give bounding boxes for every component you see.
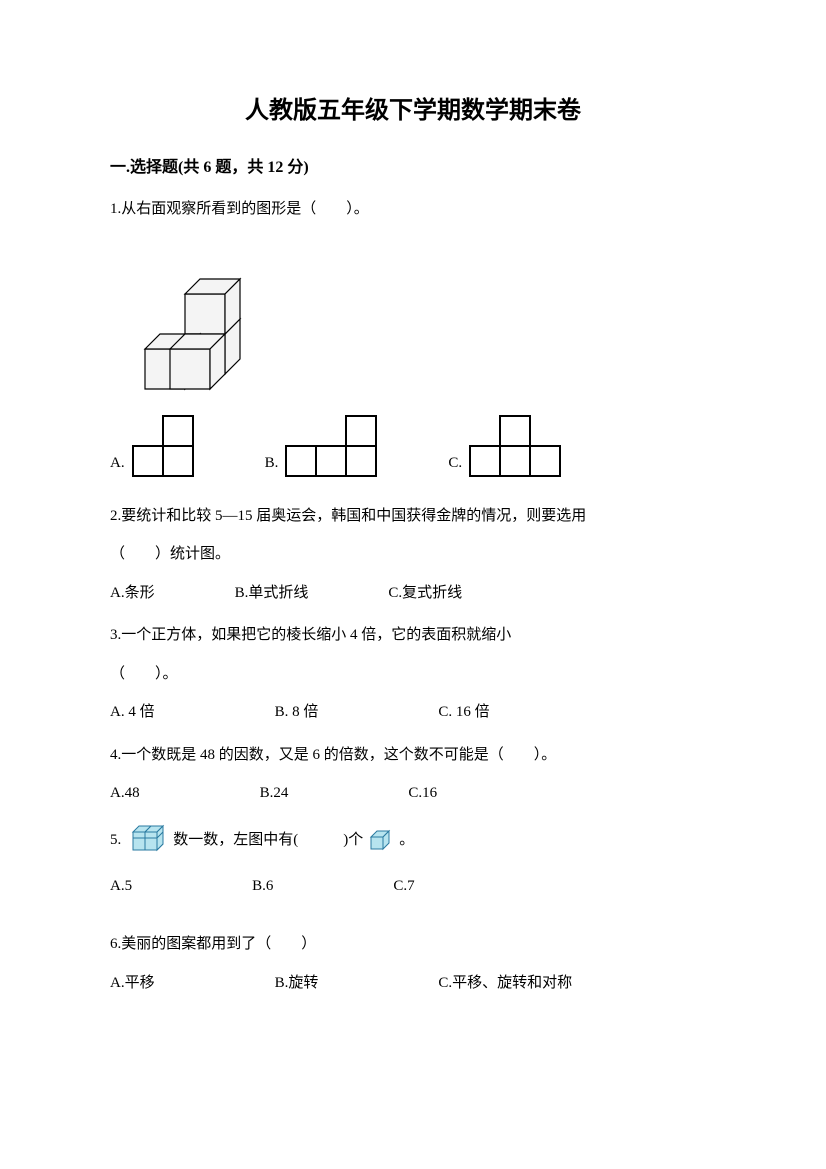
q4-optB: B.24	[260, 779, 289, 808]
q5-optA: A.5	[110, 872, 132, 901]
q3-line2: （ ）。	[110, 660, 716, 689]
q1-options: A. B.	[110, 414, 716, 478]
q1-optB-label: B.	[265, 449, 279, 478]
q3-line1: 3.一个正方体，如果把它的棱长缩小 4 倍，它的表面积就缩小	[110, 621, 716, 650]
q6-text: 6.美丽的图案都用到了（ ）	[110, 930, 716, 959]
q2-line1: 2.要统计和比较 5—15 届奥运会，韩国和中国获得金牌的情况，则要选用	[110, 502, 716, 531]
q1-text: 1.从右面观察所看到的图形是（ ）。	[110, 195, 716, 224]
q4-text: 4.一个数既是 48 的因数，又是 6 的倍数，这个数不可能是（ ）。	[110, 741, 716, 770]
q4-options: A.48 B.24 C.16	[110, 779, 716, 808]
question-4: 4.一个数既是 48 的因数，又是 6 的倍数，这个数不可能是（ ）。 A.48…	[110, 741, 716, 808]
q6-optB: B.旋转	[275, 969, 319, 998]
question-2: 2.要统计和比较 5—15 届奥运会，韩国和中国获得金牌的情况，则要选用 （ ）…	[110, 502, 716, 608]
exam-page: 人教版五年级下学期数学期末卷 一.选择题(共 6 题，共 12 分) 1.从右面…	[0, 0, 826, 1169]
q1-optB-shape	[284, 414, 378, 478]
q2-optC: C.复式折线	[388, 579, 462, 608]
q2-optB: B.单式折线	[235, 579, 309, 608]
q6-options: A.平移 B.旋转 C.平移、旋转和对称	[110, 969, 716, 998]
cube-3d-figure	[110, 234, 280, 394]
q5-cubes-icon	[125, 822, 169, 860]
q3-optB: B. 8 倍	[275, 698, 319, 727]
q5-options: A.5 B.6 C.7	[110, 872, 716, 901]
q6-optC: C.平移、旋转和对称	[438, 969, 572, 998]
question-3: 3.一个正方体，如果把它的棱长缩小 4 倍，它的表面积就缩小 （ ）。 A. 4…	[110, 621, 716, 727]
question-6: 6.美丽的图案都用到了（ ） A.平移 B.旋转 C.平移、旋转和对称	[110, 930, 716, 997]
question-5: 5. 数一数，左图中有( )个	[110, 822, 716, 901]
q5-optB: B.6	[252, 872, 273, 901]
section-header: 一.选择题(共 6 题，共 12 分)	[110, 153, 716, 177]
q3-optA: A. 4 倍	[110, 698, 155, 727]
q1-option-b: B.	[265, 414, 379, 478]
q4-optA: A.48	[110, 779, 140, 808]
q5-suffix: 。	[399, 826, 414, 855]
q1-optC-shape	[468, 414, 562, 478]
q5-mid: 数一数，左图中有( )个	[173, 826, 363, 855]
q1-figure	[110, 234, 716, 394]
q5-optC: C.7	[393, 872, 414, 901]
q3-options: A. 4 倍 B. 8 倍 C. 16 倍	[110, 698, 716, 727]
q4-optC: C.16	[408, 779, 437, 808]
page-title: 人教版五年级下学期数学期末卷	[110, 90, 716, 125]
q2-optA: A.条形	[110, 579, 155, 608]
q1-optA-label: A.	[110, 449, 125, 478]
q2-line2: （ ）统计图。	[110, 540, 716, 569]
q5-prefix: 5.	[110, 826, 121, 855]
q1-option-a: A.	[110, 414, 195, 478]
q5-single-cube-icon	[367, 827, 395, 855]
question-1: 1.从右面观察所看到的图形是（ ）。	[110, 195, 716, 478]
q6-optA: A.平移	[110, 969, 155, 998]
q1-optC-label: C.	[448, 449, 462, 478]
q2-options: A.条形 B.单式折线 C.复式折线	[110, 579, 716, 608]
q5-text-row: 5. 数一数，左图中有( )个	[110, 822, 716, 860]
q1-optA-shape	[131, 414, 195, 478]
q1-option-c: C.	[448, 414, 562, 478]
q3-optC: C. 16 倍	[438, 698, 489, 727]
